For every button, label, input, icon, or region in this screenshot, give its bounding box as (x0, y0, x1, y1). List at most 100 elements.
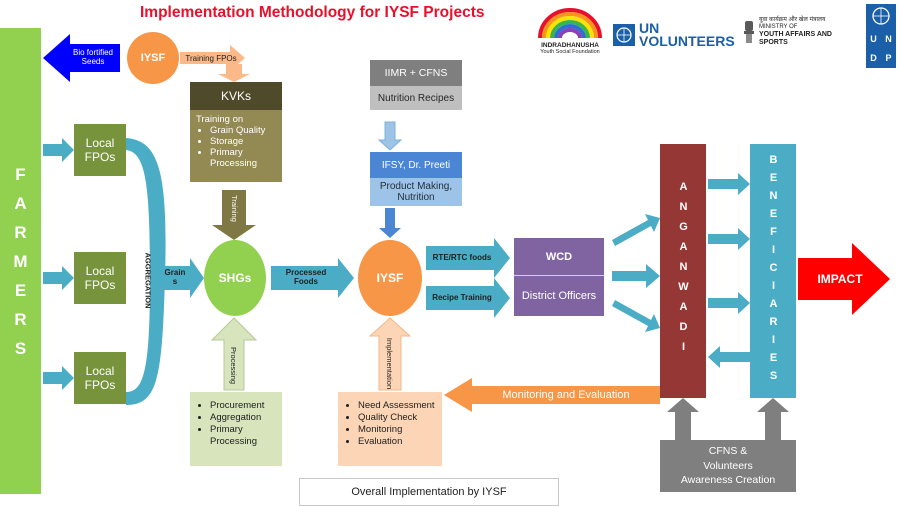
page-title: Implementation Methodology for IYSF Proj… (140, 4, 485, 21)
ministry-hindi-text: युवा कार्यक्रम और खेल मंत्रालय (759, 17, 826, 24)
undp-letter: D (867, 49, 880, 66)
to-kvks-arrow (218, 64, 250, 82)
shgs-circle: SHGs (204, 240, 266, 316)
beneficiaries-bar: BENEFICIARIES (750, 144, 796, 398)
kvks-title: KVKs (190, 82, 282, 110)
recipe-training-label: Recipe Training (432, 292, 492, 302)
iysf-input-item: Monitoring (358, 424, 436, 436)
impact-label: IMPACT (817, 272, 863, 286)
volunteers-text: VOLUNTEERS (639, 33, 735, 49)
cfns-line2: Volunteers (703, 459, 753, 472)
grains-label: Grains (164, 268, 186, 286)
beneficiaries-text: BENEFICIARIES (767, 154, 780, 388)
farmer-fpo-arrow-2 (43, 266, 74, 290)
bio-fortified-arrow (43, 34, 120, 82)
wcd-box: WCD (514, 238, 604, 276)
monitoring-label: Monitoring and Evaluation (502, 389, 630, 401)
kvks-item: Storage (210, 136, 276, 147)
cfns-arrow-right (757, 398, 789, 440)
ministry-name-text: YOUTH AFFAIRS AND SPORTS (759, 30, 832, 46)
un-volunteers-logo: UN VOLUNTEERS (613, 20, 738, 50)
processed-foods-arrow (271, 258, 354, 298)
anganwadi-bar: ANGANWADI (660, 144, 706, 398)
shg-input-item: Aggregation (210, 412, 276, 424)
iimr-to-ifsy-arrow (377, 121, 403, 151)
rte-rtc-label: RTE/RTC foods (432, 252, 492, 262)
indradhanusha-logo: INDRADHANUSHA Youth Social Foundation (534, 8, 606, 55)
cfns-arrow-left (667, 398, 699, 440)
iysf-center-circle: IYSF (358, 240, 422, 316)
nutrition-recipes-box: Nutrition Recipes (370, 86, 462, 110)
shg-input-item: Primary Processing (210, 424, 276, 448)
farmer-fpo-arrow-3 (43, 366, 74, 390)
farmers-letter: A (14, 193, 27, 213)
ifsy-box: IFSY, Dr. Preeti (370, 152, 462, 178)
aggregation-brace (126, 138, 166, 405)
farmers-letter: R (14, 309, 27, 329)
undp-letter: N (882, 30, 895, 47)
undp-letter: P (882, 49, 895, 66)
local-fpo-box: Local FPOs (74, 352, 126, 404)
product-making-box: Product Making, Nutrition (370, 178, 462, 206)
rte-rtc-arrow (426, 238, 510, 278)
training-vertical-label: Training (229, 194, 239, 222)
kvks-item: Grain Quality (210, 125, 276, 136)
wcd-anganwadi-arrow-3 (612, 300, 660, 332)
recipe-training-arrow (426, 278, 510, 318)
shg-input-item: Procurement (210, 400, 276, 412)
farmers-letter: R (14, 222, 27, 242)
rainbow-icon (538, 8, 602, 39)
farmers-letter: F (15, 164, 26, 184)
cfns-line1: CFNS & (708, 444, 748, 457)
wcd-anganwadi-arrow-1 (612, 214, 660, 246)
bio-fortified-label: Bio fortified Seeds (72, 48, 114, 66)
farmers-bar: F A R M E R S (0, 28, 41, 494)
caption-box: Overall Implementation by IYSF (299, 478, 559, 506)
ang-ben-arrow-1 (708, 173, 750, 195)
kvks-intro: Training on (196, 114, 244, 125)
kvks-body: Training on Grain Quality Storage Primar… (190, 110, 282, 182)
iysf-input-item: Need Assessment (358, 400, 436, 412)
cfns-line3: Awareness Creation (680, 474, 776, 487)
ifsy-to-iysf-arrow (379, 208, 401, 238)
district-officers-box: District Officers (514, 276, 604, 316)
iysf-inputs-box: Need Assessment Quality Check Monitoring… (338, 392, 442, 466)
cfns-box: CFNS & Volunteers Awareness Creation (660, 440, 796, 492)
implementation-vertical-label: Implementation (385, 337, 395, 389)
farmer-fpo-arrow-1 (43, 138, 74, 162)
wcd-anganwadi-arrow-2 (612, 264, 660, 288)
iysf-top-circle: IYSF (127, 32, 179, 84)
local-fpo-box: Local FPOs (74, 252, 126, 304)
undp-logo: U N D P (866, 4, 896, 68)
farmers-letter: S (14, 338, 27, 358)
undp-emblem-icon (866, 4, 896, 28)
indradhanusha-name: INDRADHANUSHA (541, 42, 599, 49)
processing-vertical-label: Processing (229, 346, 239, 384)
farmers-letter: M (13, 251, 28, 271)
ashoka-emblem-icon (744, 21, 754, 43)
iimr-cfns-box: IIMR + CFNS (370, 60, 462, 86)
ang-ben-arrow-2 (708, 228, 750, 250)
impact-arrow (798, 243, 890, 315)
training-arrow (212, 190, 256, 240)
un-text: UN (639, 19, 660, 36)
local-fpo-box: Local FPOs (74, 124, 126, 176)
monitoring-arrow (444, 378, 660, 412)
un-emblem-icon (613, 24, 635, 46)
iysf-input-item: Evaluation (358, 436, 436, 448)
training-fpos-label: Training FPOs (185, 53, 237, 63)
undp-letter: U (867, 30, 880, 47)
implementation-arrow (368, 317, 412, 391)
grains-arrow (162, 258, 204, 298)
aggregation-label: AGGREGATION (143, 251, 153, 309)
kvks-item: Primary Processing (210, 147, 276, 169)
shg-inputs-box: Procurement Aggregation Primary Processi… (190, 392, 282, 466)
ministry-logo: युवा कार्यक्रम और खेल मंत्रालय MINISTRY … (742, 16, 862, 48)
ministry-of-text: MINISTRY OF (759, 23, 798, 30)
ben-ang-arrow-4 (708, 346, 750, 368)
processed-foods-label: Processed Foods (285, 268, 327, 286)
training-fpos-arrow (180, 45, 245, 71)
farmers-letter: E (14, 280, 27, 300)
anganwadi-text: ANGANWADI (677, 181, 690, 361)
